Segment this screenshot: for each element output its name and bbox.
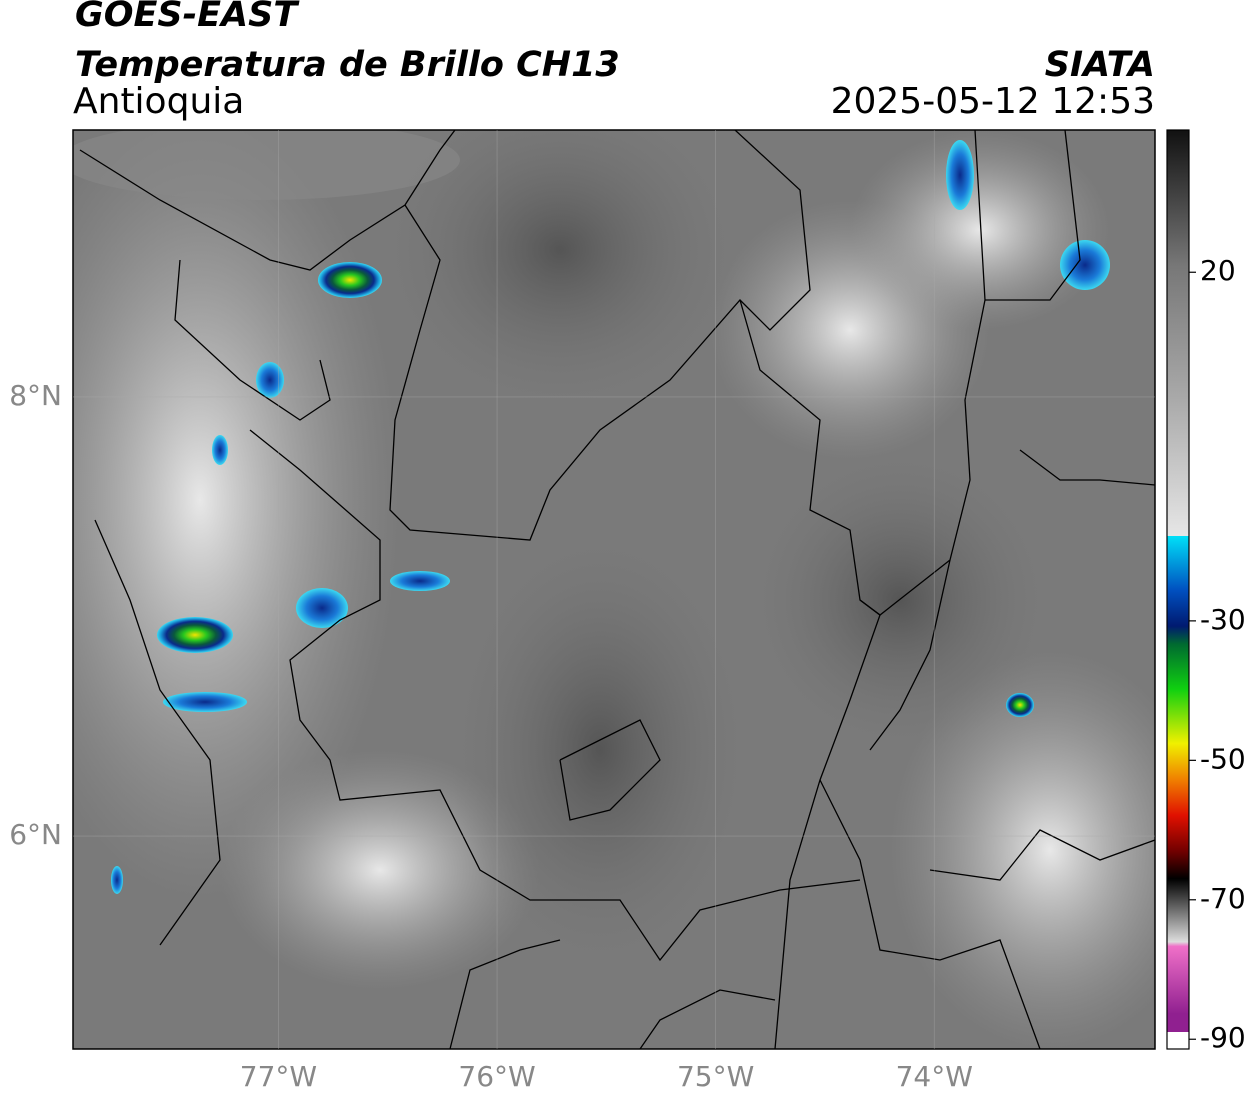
colorbar-tick-label: -90	[1200, 1021, 1246, 1054]
colorbar-frame	[1166, 129, 1190, 1050]
title: GOES-EAST	[75, 0, 300, 35]
timestamp: 2025-05-12 12:53	[831, 81, 1155, 122]
satellite-image	[73, 130, 1155, 1049]
colorbar-tick-label: 20	[1200, 254, 1236, 287]
map-frame	[72, 129, 1156, 1050]
colorbar-tick-label: -50	[1200, 742, 1246, 775]
colorbar-tick-label: -70	[1200, 882, 1246, 915]
lat-tick-label: 6°N	[9, 818, 62, 851]
lon-tick-label: 74°W	[896, 1060, 973, 1093]
region: Antioquia	[73, 81, 244, 122]
colorbar	[1167, 130, 1189, 1032]
colorbar-under	[1167, 1032, 1189, 1049]
lon-tick-label: 77°W	[240, 1060, 317, 1093]
source: SIATA	[1045, 45, 1155, 85]
colorbar-tick-label: -30	[1200, 603, 1246, 636]
lon-tick-label: 75°W	[677, 1060, 754, 1093]
lon-tick-label: 76°W	[458, 1060, 535, 1093]
lat-tick-label: 8°N	[9, 379, 62, 412]
subtitle: Temperatura de Brillo CH13	[75, 45, 620, 85]
